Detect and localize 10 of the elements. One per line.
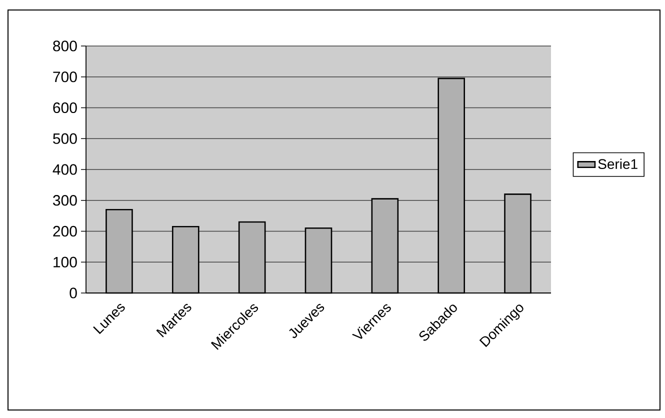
y-tick-label: 200 [53, 226, 77, 237]
y-tick-label: 600 [53, 102, 77, 114]
y-tick-label: 500 [53, 133, 77, 144]
y-tick-label: 300 [53, 195, 77, 206]
y-tick-label: 700 [53, 72, 77, 82]
y-tick-label: 100 [54, 256, 77, 268]
y-tick-label: 0 [70, 288, 77, 298]
y-tick-label: 400 [52, 164, 77, 175]
legend-label: Serie1 [598, 158, 638, 170]
y-tick-label: 800 [53, 40, 77, 52]
